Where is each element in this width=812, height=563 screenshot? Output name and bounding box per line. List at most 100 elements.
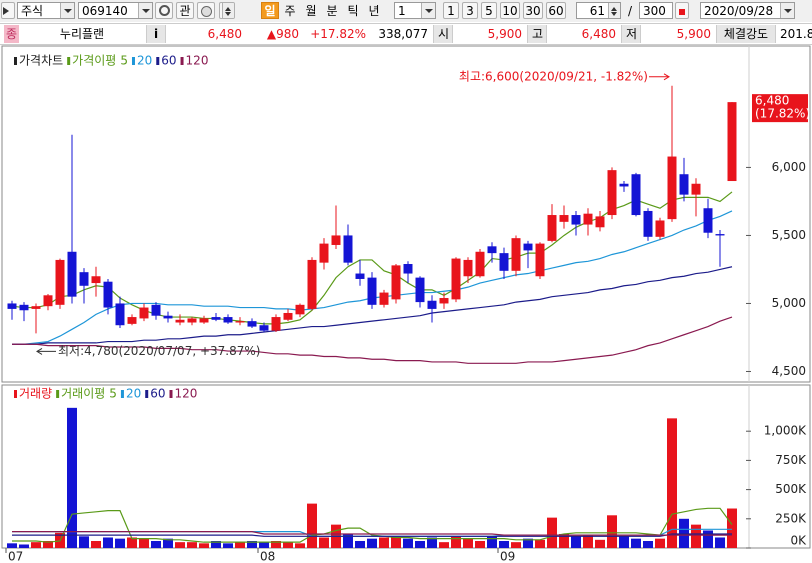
period-day[interactable]: 일 xyxy=(261,2,279,19)
spin-button[interactable] xyxy=(219,2,235,19)
volume-bar xyxy=(295,543,305,548)
y-tick-label: 1,000K xyxy=(764,424,807,438)
y-tick-label: 250K xyxy=(775,511,807,525)
legend-marker xyxy=(67,57,71,65)
count: 61 xyxy=(589,4,605,18)
y-tick-label: 5,500 xyxy=(772,228,806,242)
volume-bar xyxy=(163,538,173,548)
candle-body xyxy=(451,258,461,300)
volume-bar xyxy=(583,535,593,548)
candle-body xyxy=(7,303,17,309)
period-month[interactable]: 월 xyxy=(305,4,317,18)
volume-bar xyxy=(151,540,161,548)
volume-bar xyxy=(67,407,77,548)
total-button[interactable] xyxy=(675,2,689,19)
volume-bar xyxy=(223,543,233,548)
link-button[interactable] xyxy=(197,2,215,19)
date-input[interactable]: 2020/09/28 xyxy=(700,2,795,19)
volume-bar xyxy=(259,542,269,548)
legend-ma-title: 가격이평 xyxy=(72,54,116,68)
quick-button[interactable]: 30 xyxy=(523,2,543,19)
candle-body xyxy=(235,321,245,323)
market-select[interactable]: 주식 xyxy=(17,2,75,19)
legend-marker xyxy=(14,390,17,398)
volume-bar xyxy=(415,540,425,548)
volume-bar xyxy=(7,543,17,548)
code-input[interactable]: 069140 xyxy=(78,2,153,19)
nav-button[interactable] xyxy=(1,2,15,19)
volume-bar xyxy=(511,542,521,548)
candle-body xyxy=(715,234,725,236)
period-year[interactable]: 년 xyxy=(368,4,380,18)
volume-bar xyxy=(499,540,509,548)
candle-body xyxy=(535,243,545,277)
candle-body xyxy=(307,259,317,309)
legend-marker xyxy=(145,390,149,398)
volume-bar xyxy=(559,533,569,548)
candle-body xyxy=(691,183,701,195)
legend-marker xyxy=(56,390,60,398)
count-input[interactable]: 61 xyxy=(576,2,621,19)
candle-body xyxy=(187,318,197,323)
detail-button[interactable]: i xyxy=(146,25,166,43)
candle-body xyxy=(199,318,209,323)
volume-bar xyxy=(199,543,209,548)
ma-line xyxy=(12,266,733,345)
legend-marker xyxy=(120,390,124,398)
ma-line xyxy=(12,531,732,536)
open-label: 시 xyxy=(433,25,453,43)
volume-bar xyxy=(535,539,545,548)
volume-bar xyxy=(523,538,533,548)
legend-title: 거래량 xyxy=(19,387,52,401)
period-tick[interactable]: 틱 xyxy=(347,4,359,18)
period-minute[interactable]: 분 xyxy=(326,4,338,18)
legend-marker xyxy=(180,57,184,65)
open: 5,900 xyxy=(487,27,522,41)
candle-body xyxy=(379,292,389,305)
volume-bar xyxy=(319,537,329,548)
period-week[interactable]: 주 xyxy=(284,4,296,18)
volume-bar xyxy=(607,515,617,548)
candle-body xyxy=(127,317,137,324)
search-button[interactable] xyxy=(155,2,173,19)
candle-body xyxy=(547,215,557,241)
volume-bar xyxy=(31,542,41,548)
candle-body xyxy=(475,251,485,277)
price-panel xyxy=(1,45,811,383)
y-tick-label: 500K xyxy=(775,482,807,496)
candle-body xyxy=(523,243,533,251)
quick-button[interactable]: 3 xyxy=(462,2,478,19)
low: 5,900 xyxy=(676,27,711,41)
y-tick-label: 5,000 xyxy=(772,296,806,310)
quick-button[interactable]: 60 xyxy=(546,2,566,19)
favorite-button[interactable]: 관 xyxy=(176,2,194,19)
candle-body xyxy=(559,215,569,222)
candle-body xyxy=(43,295,53,307)
candle-body xyxy=(103,281,113,308)
legend-ma-title: 거래이평 xyxy=(61,387,105,401)
candle-body xyxy=(91,276,101,284)
quick-button[interactable]: 1 xyxy=(443,2,459,19)
y-tick-label: 0K xyxy=(790,534,807,548)
candle-body xyxy=(427,300,437,309)
quick-button[interactable]: 10 xyxy=(500,2,520,19)
candle-body xyxy=(259,325,269,331)
candle-body xyxy=(283,312,293,320)
candle-body xyxy=(439,298,449,304)
x-tick-label: 08 xyxy=(260,550,275,563)
volume-bar xyxy=(643,540,653,548)
candle-body xyxy=(487,246,497,254)
total-input[interactable]: 300 xyxy=(639,2,673,19)
volume-bar xyxy=(439,542,449,548)
volume-bar xyxy=(103,537,113,548)
candle-body xyxy=(619,183,629,187)
candle-body xyxy=(223,317,233,323)
interval-select[interactable]: 1 xyxy=(394,2,436,19)
quick-button[interactable]: 5 xyxy=(481,2,497,19)
volume-bar xyxy=(247,540,257,548)
volume-bar xyxy=(571,536,581,548)
volume-bar xyxy=(691,524,701,548)
candle-body xyxy=(355,273,365,279)
candle-body xyxy=(67,251,77,297)
